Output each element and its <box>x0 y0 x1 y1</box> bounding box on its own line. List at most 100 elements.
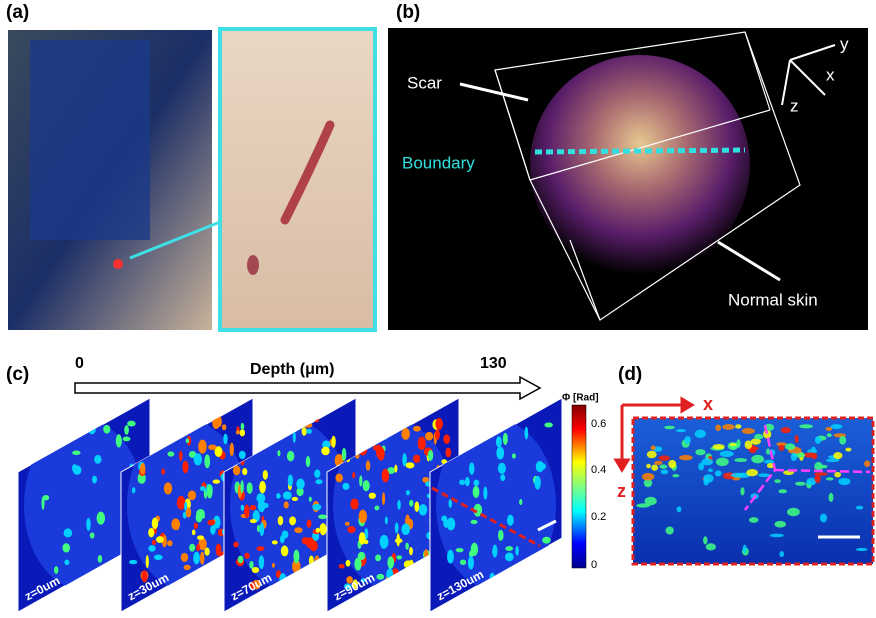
speckle-dot <box>643 478 653 488</box>
speckle-dot <box>534 475 541 490</box>
speckle-dot <box>455 547 464 553</box>
speckle-dot <box>167 540 173 547</box>
speckle-dot <box>504 552 514 562</box>
speckle-dot <box>715 457 729 467</box>
depth-axis: Depth (μm) <box>250 361 334 378</box>
speckle-dot <box>176 495 186 510</box>
speckle-dot <box>358 532 366 545</box>
speckle-dot <box>239 429 246 437</box>
speckle-dot <box>163 482 173 495</box>
speckle-dot <box>505 546 514 551</box>
speckle-dot <box>833 452 843 460</box>
speckle-dot <box>460 559 467 566</box>
speckle-dot <box>309 540 318 552</box>
speckle-dot <box>502 432 508 446</box>
colorbar-tick: 0.2 <box>591 511 606 523</box>
speckle-dot <box>834 471 842 478</box>
speckle-dot <box>308 555 314 567</box>
speckle-dot <box>799 424 814 429</box>
speckle-dot <box>202 580 208 592</box>
speckle-dot <box>814 461 823 471</box>
boundary-line <box>744 424 871 511</box>
speckle-dot <box>405 582 414 594</box>
speckle-dot <box>210 525 216 535</box>
speckle-dot <box>221 424 227 431</box>
speckle-dot <box>210 564 218 579</box>
speckle-dot <box>664 425 675 430</box>
speckle-dot <box>281 530 289 539</box>
speckle-dot <box>89 532 95 539</box>
speckle-dot <box>307 579 311 585</box>
arrow <box>459 82 529 102</box>
speckle-dot <box>472 485 480 498</box>
speckle-dot <box>151 539 156 545</box>
speckle-dot <box>506 514 514 526</box>
speckle-dot <box>58 419 63 425</box>
speckle-dot <box>740 487 745 496</box>
speckle-dot <box>237 555 244 564</box>
speckle-dot <box>72 464 78 473</box>
speckle-dot <box>409 499 414 507</box>
speckle-dot <box>443 434 451 444</box>
speckle-dot <box>244 552 250 559</box>
speckle-dot <box>359 475 363 487</box>
speckle-dot <box>376 573 385 580</box>
speckle-dot <box>64 559 70 566</box>
speckle-dot <box>641 472 655 481</box>
speckle-dot <box>672 474 680 478</box>
speckle-dot <box>210 566 216 574</box>
annotation: Boundary <box>402 153 475 172</box>
speckle-dot <box>62 543 70 553</box>
speckle-dot <box>511 453 516 459</box>
speckle-dot <box>141 570 148 583</box>
speckle-dot <box>401 428 410 440</box>
scale-bar <box>537 519 557 532</box>
speckle-dot <box>258 555 265 570</box>
speckle-dot <box>464 440 473 447</box>
speckle-dot <box>191 529 196 536</box>
speckle-dot <box>701 458 713 466</box>
speckle-dot <box>97 554 103 563</box>
speckle-dot <box>377 446 385 461</box>
speckle-dot <box>198 439 207 454</box>
field-of-view <box>333 420 453 590</box>
speckle-dot <box>291 574 301 587</box>
speckle-dot <box>675 429 687 433</box>
speckle-dot <box>53 566 59 574</box>
speckle-dot <box>314 469 321 478</box>
arrow <box>129 220 221 260</box>
speckle-dot <box>198 537 207 551</box>
speckle-dot <box>256 415 260 427</box>
speckle-dot <box>754 433 764 440</box>
speckle-dot <box>104 565 108 579</box>
speckle-dot <box>778 489 788 494</box>
speckle-dot <box>283 501 289 509</box>
speckle-dot <box>162 428 168 437</box>
speckle-dot <box>124 425 129 435</box>
speckle-dot <box>763 429 772 439</box>
speckle-dot <box>414 501 420 512</box>
speckle-dot <box>375 554 382 562</box>
speckle-dot <box>698 462 705 471</box>
speckle-dot <box>235 430 240 435</box>
speckle-dot <box>207 519 216 526</box>
speckle-dot <box>830 424 843 430</box>
speckle-dot <box>301 537 309 545</box>
speckle-dot <box>308 496 312 502</box>
speckle-dot <box>321 446 330 456</box>
speckle-dot <box>218 416 222 427</box>
speckle-dot <box>103 424 111 434</box>
speckle-dot <box>271 563 275 568</box>
speckle-dot <box>256 420 261 431</box>
speckle-dot <box>196 544 200 552</box>
speckle-dot <box>715 424 722 431</box>
speckle-dot <box>301 427 307 436</box>
speckle-dot <box>417 436 426 451</box>
speckle-dot <box>402 453 407 467</box>
speckle-dot <box>379 534 389 549</box>
speckle-dot <box>276 493 281 499</box>
speckle-dot <box>483 486 488 500</box>
speckle-dot <box>360 578 366 583</box>
speckle-dot <box>289 516 296 526</box>
speckle-dot <box>864 460 871 467</box>
